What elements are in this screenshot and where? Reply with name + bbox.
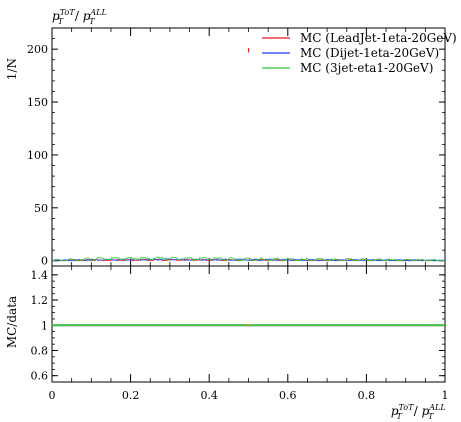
legend: MC (LeadJet-1eta-20GeV)MC (Dijet-1eta-20…: [262, 31, 457, 75]
xtick-label: 0.4: [200, 389, 218, 402]
main-ylabel: 1/N: [5, 58, 19, 80]
ratio-ytick-label: 1.2: [31, 294, 49, 307]
xtick-label: 0.6: [279, 389, 297, 402]
main-ytick-label: 200: [27, 43, 48, 56]
legend-label: MC (3jet-eta1-20GeV): [300, 61, 433, 75]
ratio-ytick-label: 1.4: [31, 269, 49, 282]
x-axis: 0 0.2 0.4 0.6 0.8 1: [49, 28, 449, 402]
xtick-label: 0.2: [122, 389, 140, 402]
main-ytick-label: 0: [41, 255, 48, 268]
ratio-ytick-label: 1: [41, 319, 48, 332]
series-line-3: [52, 256, 445, 262]
main-ytick-label: 100: [27, 149, 48, 162]
x-axis-label: pToT T / pALL T: [391, 403, 445, 421]
ratio-ylabel: MC/data: [5, 296, 19, 348]
xtick-label: 0.8: [358, 389, 376, 402]
ratio-plot-frame: [51, 265, 446, 383]
legend-label: MC (Dijet-1eta-20GeV): [300, 46, 439, 60]
xtick-label: 0: [49, 389, 56, 402]
ratio-ytick-label: 0.8: [31, 344, 49, 357]
xtick-label: 1: [442, 389, 449, 402]
main-y-axis: 0 50 100 150 200: [27, 38, 445, 268]
main-ytick-label: 150: [27, 96, 48, 109]
legend-label: MC (LeadJet-1eta-20GeV): [300, 31, 457, 45]
series-line-2: [51, 258, 446, 262]
plot-title: pToT T / pALL T: [52, 8, 106, 26]
main-series-group: [51, 48, 446, 262]
main-ytick-label: 50: [34, 202, 48, 215]
ratio-ytick-label: 0.6: [31, 370, 49, 383]
